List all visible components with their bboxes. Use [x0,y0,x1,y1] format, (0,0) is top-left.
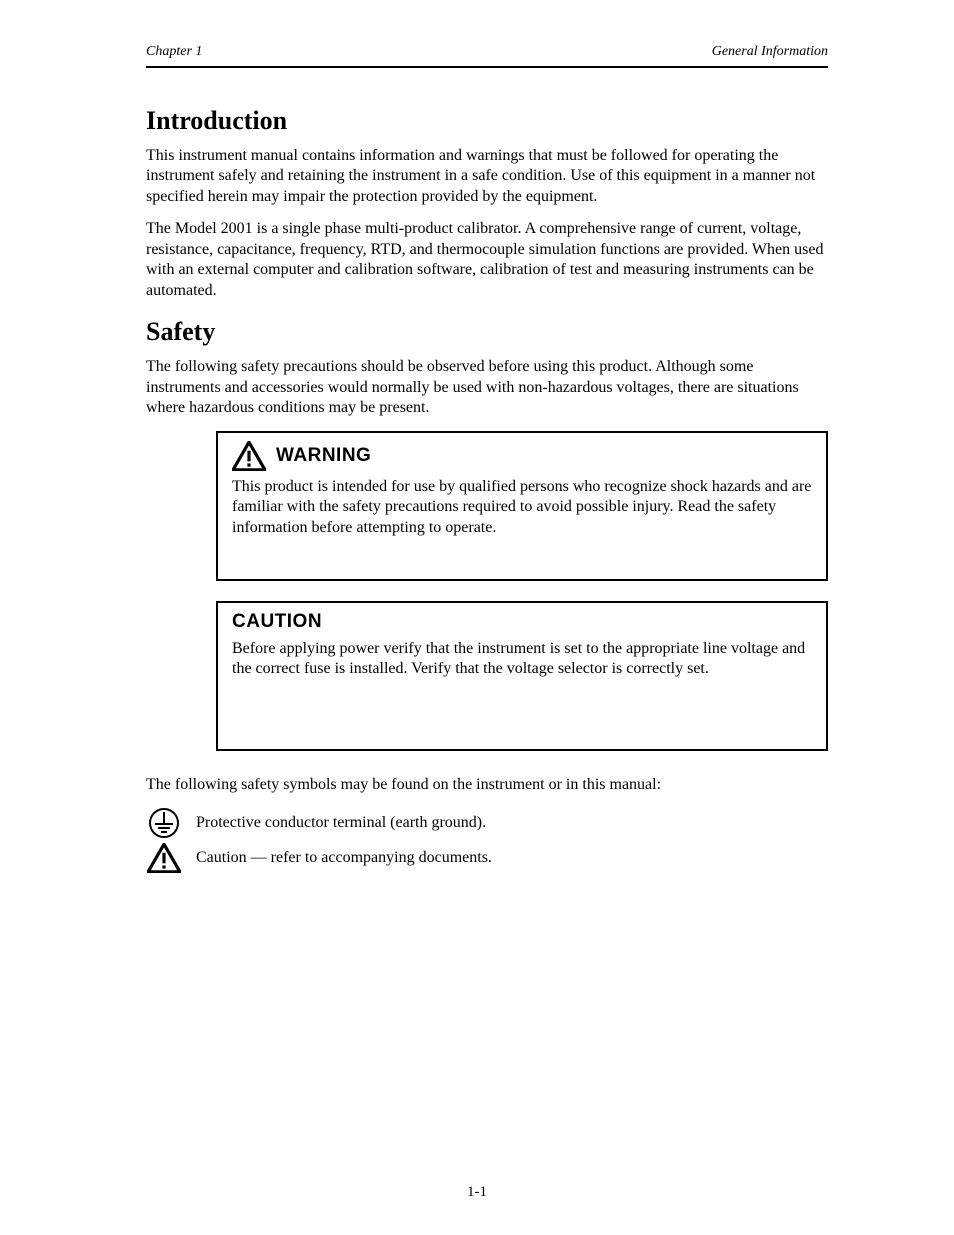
document-page: Chapter 1 General Information Introducti… [0,0,954,1235]
intro-paragraph-2: The Model 2001 is a single phase multi-p… [146,219,828,301]
running-head-left: Chapter 1 [146,44,202,60]
symbol-label-ground: Protective conductor terminal (earth gro… [196,814,486,832]
symbol-row-ground: Protective conductor terminal (earth gro… [146,807,828,839]
caution-callout-text: Before applying power verify that the in… [232,639,812,680]
warning-triangle-icon [232,441,266,471]
page-body: Introduction This instrument manual cont… [146,90,828,877]
warning-callout-text: This product is intended for use by qual… [232,477,812,538]
header-rule [146,66,828,68]
safety-symbols-block: The following safety symbols may be foun… [146,775,828,873]
running-head-right: General Information [712,44,828,60]
safety-intro-paragraph: The following safety precautions should … [146,357,828,418]
safety-symbols-intro: The following safety symbols may be foun… [146,775,828,795]
warning-callout: WARNING This product is intended for use… [216,431,828,581]
symbol-label-caution: Caution — refer to accompanying document… [196,849,492,867]
warning-callout-head: WARNING [232,441,812,471]
intro-paragraph-1: This instrument manual contains informat… [146,146,828,207]
protective-ground-icon [146,807,182,839]
caution-callout-head: CAUTION [232,611,812,633]
caution-callout: CAUTION Before applying power verify tha… [216,601,828,751]
caution-callout-title: CAUTION [232,611,322,633]
section-heading-introduction: Introduction [146,106,828,136]
section-heading-safety: Safety [146,317,828,347]
caution-triangle-icon [146,843,182,873]
page-number: 1-1 [0,1184,954,1201]
warning-callout-title: WARNING [276,445,371,467]
symbol-row-caution: Caution — refer to accompanying document… [146,843,828,873]
